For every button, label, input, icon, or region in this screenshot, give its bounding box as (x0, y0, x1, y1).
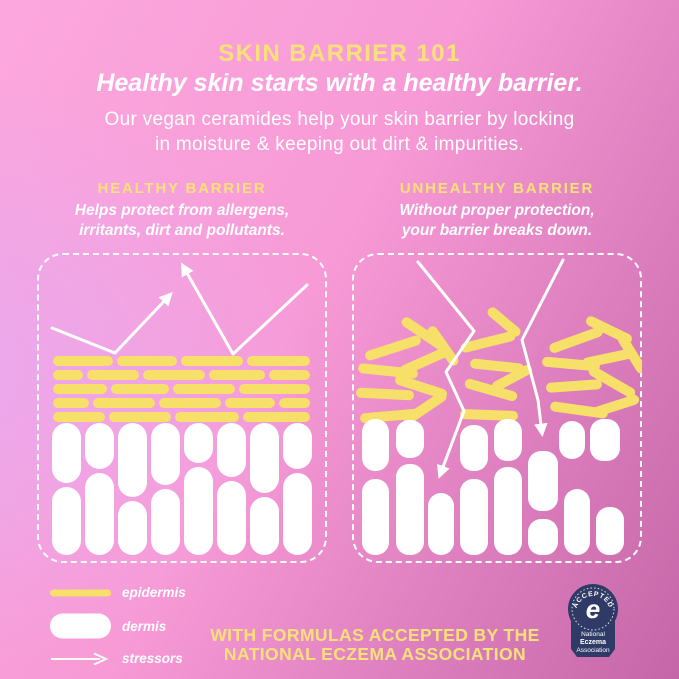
stressor-arrows-penetrating (416, 258, 565, 479)
healthy-barrier-diagram (50, 262, 312, 555)
panel-description-line: irritants, dirt and pollutants. (79, 221, 285, 239)
footer-line: NATIONAL ECZEMA ASSOCIATION (223, 643, 527, 664)
dermis-layer (52, 423, 312, 555)
footer-line: WITH FORMULAS ACCEPTED BY THE (210, 625, 540, 645)
broken-epidermis-layer (356, 307, 642, 425)
panel-description: Without proper protection, your barrier … (352, 201, 642, 241)
seal-org-line: Eczema (580, 639, 606, 646)
seal-dotted-ring (571, 587, 615, 631)
panel-title: HEALTHY BARRIER (97, 180, 267, 197)
panel-title: UNHEALTHY BARRIER (399, 180, 595, 197)
intro-text: Our vegan ceramides help your skin barri… (0, 107, 679, 157)
nea-accepted-seal: ACCEPTED e National Eczema Association (564, 581, 622, 664)
panel-description-line: your barrier breaks down. (401, 221, 593, 239)
healthy-barrier-diagram-box (37, 253, 327, 563)
footer-claim: WITH FORMULAS ACCEPTED BY THE NATIONAL E… (155, 626, 595, 663)
nea-seal-badge: ACCEPTED e National Eczema Association (568, 584, 618, 657)
page-title: SKIN BARRIER 101 (218, 40, 461, 67)
seal-org-line: Association (576, 647, 610, 654)
legend-label: dermis (122, 618, 167, 634)
page-subtitle: Healthy skin starts with a healthy barri… (96, 69, 583, 97)
unhealthy-barrier-diagram-box (352, 253, 642, 563)
legend-item-epidermis: epidermis (50, 585, 186, 600)
healthy-barrier-header: HEALTHY BARRIER Helps protect from aller… (37, 180, 327, 241)
epidermis-layer (53, 356, 310, 422)
intro-line: in moisture & keeping out dirt & impurit… (154, 134, 525, 156)
legend-item-dermis: dermis (50, 613, 186, 639)
damaged-dermis-layer (362, 419, 624, 555)
panel-description: Helps protect from allergens, irritants,… (37, 201, 327, 241)
unhealthy-barrier-diagram (356, 258, 642, 555)
nea-logo-e: e (586, 594, 600, 624)
panel-description-line: Without proper protection, (399, 202, 595, 219)
stressor-arrow-icon (50, 652, 112, 666)
legend-label: stressors (122, 651, 183, 666)
legend: epidermis dermis stressors (50, 585, 186, 666)
dermis-pill-icon (50, 613, 112, 639)
unhealthy-barrier-header: UNHEALTHY BARRIER Without proper protect… (352, 180, 642, 241)
seal-org-line: National (581, 631, 605, 638)
panel-description-line: Helps protect from allergens, (74, 202, 290, 219)
epidermis-bar-icon (50, 588, 112, 598)
legend-label: epidermis (122, 585, 186, 600)
intro-line: Our vegan ceramides help your skin barri… (104, 109, 575, 130)
legend-item-stressors: stressors (50, 651, 186, 666)
stressor-arrows-deflected (50, 262, 309, 356)
